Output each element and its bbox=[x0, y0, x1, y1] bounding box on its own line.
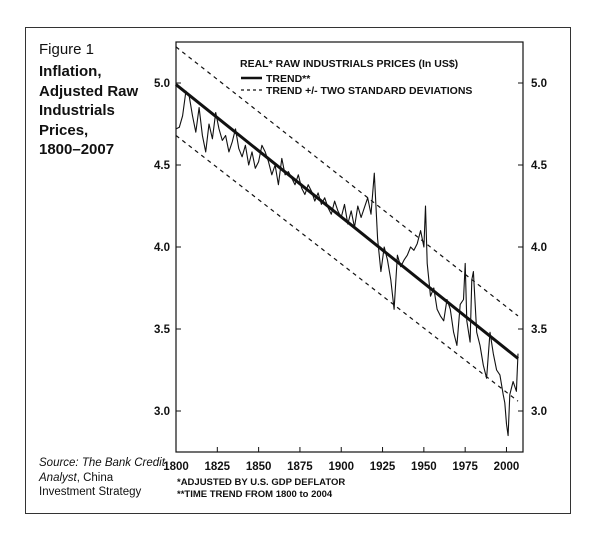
y-tick-label-right: 3.0 bbox=[531, 406, 547, 418]
price-series-line bbox=[175, 90, 519, 437]
legend-dashed-label: TREND +/- TWO STANDARD DEVIATIONS bbox=[266, 85, 472, 97]
chart-title: REAL* RAW INDUSTRIALS PRICES (In US$) bbox=[240, 58, 458, 70]
x-tick-label: 1950 bbox=[411, 461, 437, 473]
y-tick-label-left: 5.0 bbox=[154, 78, 170, 90]
x-tick-label: 1900 bbox=[328, 461, 354, 473]
footnote-2: **TIME TREND FROM 1800 to 2004 bbox=[177, 489, 333, 500]
y-tick-label-left: 3.5 bbox=[154, 324, 171, 336]
figure-title-line: Inflation, bbox=[39, 63, 102, 80]
figure-title-line: Industrials bbox=[39, 102, 115, 119]
figure-title-line: Adjusted Raw bbox=[39, 82, 139, 100]
y-tick-label-left: 4.0 bbox=[154, 242, 170, 254]
x-tick-label: 1850 bbox=[246, 461, 272, 473]
x-tick-label: 2000 bbox=[494, 461, 520, 473]
legend-trend-label: TREND** bbox=[266, 73, 311, 85]
y-tick-label-right: 3.5 bbox=[531, 324, 548, 336]
y-tick-label-right: 4.5 bbox=[531, 160, 548, 172]
x-tick-label: 1825 bbox=[205, 461, 231, 473]
source-name: The Bank Credit Analyst bbox=[39, 457, 165, 484]
x-tick-label: 1925 bbox=[370, 461, 396, 473]
x-tick-label: 1975 bbox=[452, 461, 478, 473]
series-group bbox=[175, 46, 519, 437]
trend-line bbox=[175, 83, 519, 360]
footnote-1: *ADJUSTED BY U.S. GDP DEFLATOR bbox=[177, 477, 345, 488]
source-note: Source: The Bank Credit Analyst, China I… bbox=[39, 456, 169, 500]
y-tick-label-left: 3.0 bbox=[154, 406, 170, 418]
source-prefix: Source: bbox=[39, 457, 82, 469]
figure-title-line: 1800–2007 bbox=[39, 141, 115, 158]
figure-title-line: Prices, bbox=[39, 121, 89, 139]
y-tick-label-left: 4.5 bbox=[154, 160, 171, 172]
figure-title: Inflation, Adjusted Raw Industrials Pric… bbox=[39, 62, 159, 160]
y-tick-label-right: 4.0 bbox=[531, 242, 547, 254]
figure-label: Figure 1 bbox=[39, 41, 95, 58]
upper-band-line bbox=[175, 46, 519, 317]
figure-frame bbox=[25, 27, 571, 514]
x-tick-label: 1875 bbox=[287, 461, 313, 473]
y-tick-label-right: 5.0 bbox=[531, 78, 547, 90]
axis-ticks: 1800 1825 1850 1875 1900 1925 1950 1975 2000 3.0 3… bbox=[154, 78, 548, 473]
lower-band-line bbox=[175, 135, 519, 402]
source-suffix: , China Investment Strategy bbox=[39, 471, 142, 499]
x-tick-label: 1800 bbox=[163, 461, 189, 473]
plot-area-border bbox=[175, 41, 524, 453]
